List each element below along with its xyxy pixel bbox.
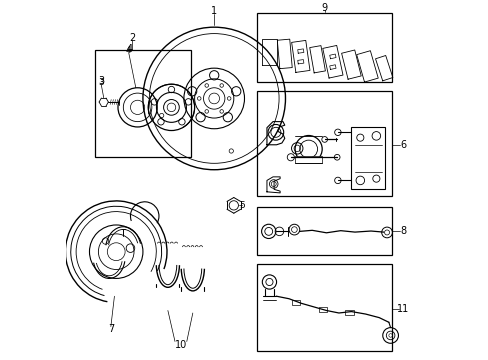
Bar (345, 310, 353, 315)
Text: 10: 10 (175, 340, 187, 350)
Text: 9: 9 (321, 3, 327, 13)
Text: 8: 8 (399, 226, 406, 237)
Text: 5: 5 (239, 201, 244, 210)
Bar (95, 50, 191, 157)
Bar (257, 13, 391, 82)
Text: 11: 11 (396, 304, 408, 314)
Bar (294, 156, 322, 163)
Bar (291, 300, 300, 305)
Text: 7: 7 (107, 324, 114, 334)
Text: 4: 4 (126, 44, 133, 54)
Bar (257, 91, 391, 197)
Text: 1: 1 (211, 6, 217, 16)
Bar (318, 307, 326, 312)
Text: 3: 3 (98, 76, 104, 86)
Bar (257, 207, 391, 255)
Text: 4: 4 (125, 46, 131, 55)
Text: 3: 3 (98, 78, 104, 87)
Text: 2: 2 (129, 33, 135, 43)
Text: 6: 6 (399, 140, 406, 150)
Bar (351, 127, 385, 189)
Bar (257, 264, 391, 351)
